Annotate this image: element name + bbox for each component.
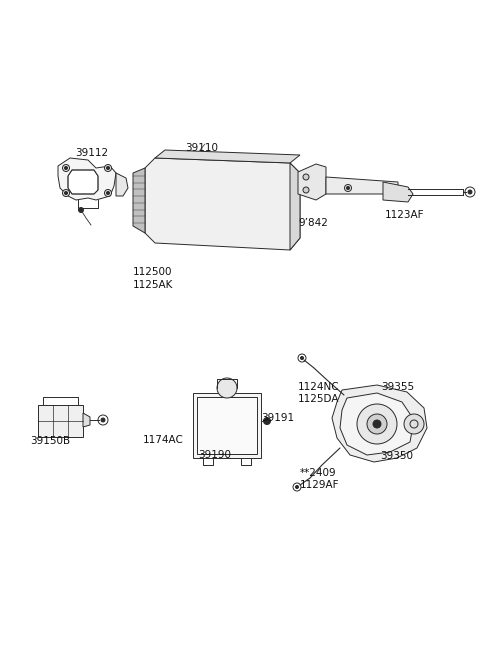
Polygon shape [340, 393, 414, 455]
Polygon shape [68, 170, 98, 194]
Polygon shape [332, 385, 427, 462]
Circle shape [62, 164, 70, 171]
Circle shape [217, 378, 237, 398]
Circle shape [264, 417, 271, 424]
Circle shape [303, 174, 309, 180]
Text: 39150B: 39150B [30, 436, 70, 446]
Polygon shape [83, 413, 90, 427]
Circle shape [105, 189, 111, 196]
Text: 1124NC: 1124NC [298, 382, 340, 392]
Text: 1174AC: 1174AC [143, 435, 184, 445]
Text: 39190: 39190 [198, 450, 231, 460]
Text: **2409: **2409 [300, 468, 336, 478]
Circle shape [62, 189, 70, 196]
Polygon shape [298, 164, 326, 200]
Circle shape [107, 166, 109, 170]
Circle shape [79, 208, 84, 212]
Text: 39350: 39350 [380, 451, 413, 461]
Circle shape [107, 191, 109, 194]
Text: 1125DA: 1125DA [298, 394, 339, 404]
Polygon shape [145, 158, 300, 250]
Circle shape [296, 486, 299, 489]
Polygon shape [197, 397, 257, 454]
Text: 1123AF: 1123AF [385, 210, 424, 220]
Circle shape [101, 418, 105, 422]
Circle shape [465, 187, 475, 197]
Text: 9’842: 9’842 [298, 218, 328, 228]
Polygon shape [383, 182, 413, 202]
Circle shape [105, 164, 111, 171]
Circle shape [345, 185, 351, 191]
Circle shape [300, 357, 303, 359]
Polygon shape [193, 393, 261, 458]
Polygon shape [58, 158, 116, 200]
Text: 1129AF: 1129AF [300, 480, 339, 490]
Circle shape [64, 191, 68, 194]
Circle shape [357, 404, 397, 444]
Text: 39112: 39112 [75, 148, 108, 158]
Polygon shape [326, 177, 398, 194]
Circle shape [298, 354, 306, 362]
Circle shape [98, 415, 108, 425]
Polygon shape [155, 150, 300, 163]
Circle shape [367, 414, 387, 434]
Circle shape [404, 414, 424, 434]
Circle shape [468, 190, 472, 194]
Text: 112500: 112500 [133, 267, 172, 277]
Text: 1125AK: 1125AK [133, 280, 173, 290]
Polygon shape [116, 173, 128, 196]
Circle shape [303, 187, 309, 193]
Circle shape [347, 187, 349, 189]
Polygon shape [290, 163, 300, 250]
Polygon shape [38, 405, 83, 437]
Text: 39110: 39110 [185, 143, 218, 153]
Circle shape [64, 166, 68, 170]
Text: 39355: 39355 [381, 382, 414, 392]
Text: 39191: 39191 [261, 413, 294, 423]
Circle shape [293, 483, 301, 491]
Polygon shape [133, 168, 145, 233]
Circle shape [373, 420, 381, 428]
